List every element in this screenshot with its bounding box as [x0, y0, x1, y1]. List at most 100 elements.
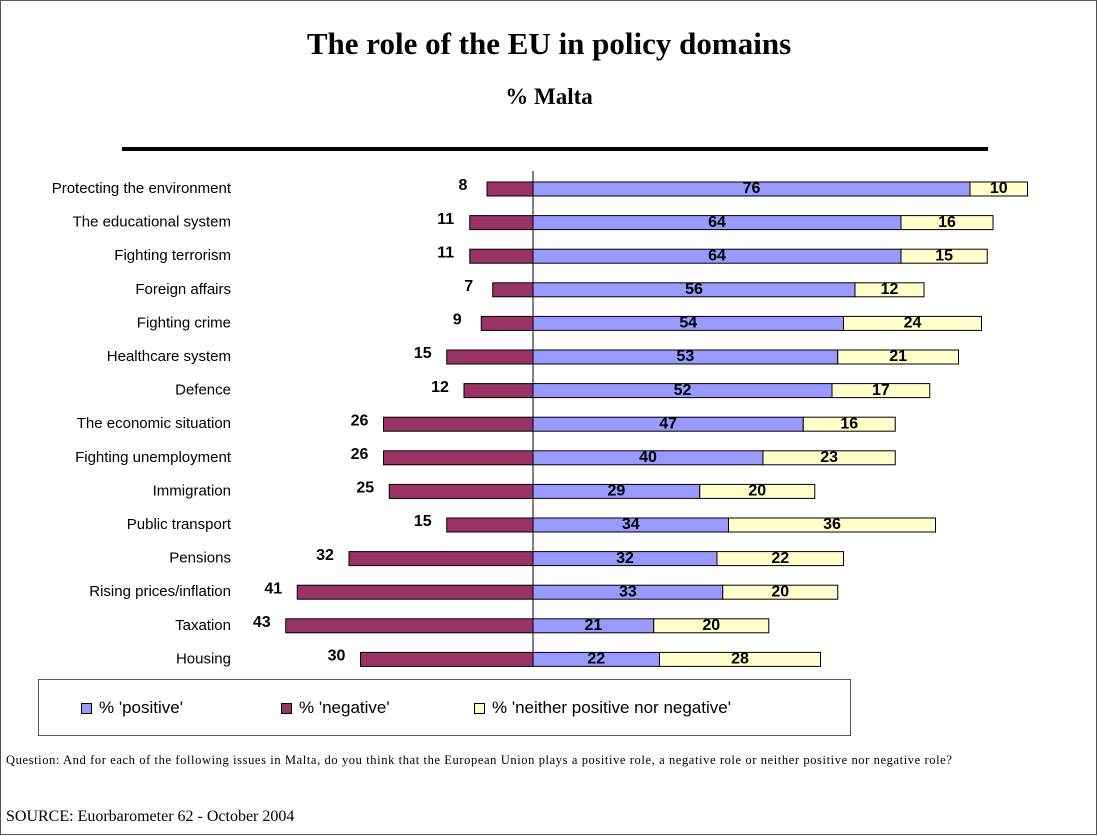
value-label-positive: 52	[674, 382, 692, 399]
bar-negative	[492, 282, 534, 298]
value-label-negative: 9	[453, 312, 462, 329]
bar-negative	[348, 551, 534, 567]
value-label-negative: 15	[414, 345, 432, 362]
bar-negative	[486, 181, 534, 197]
bar-negative	[446, 349, 534, 365]
category-label: Fighting terrorism	[114, 247, 231, 264]
value-label-positive: 54	[679, 315, 697, 332]
value-label-neither: 16	[938, 214, 956, 231]
title-underline	[122, 147, 988, 151]
value-label-negative: 12	[431, 379, 449, 396]
value-label-negative: 41	[264, 580, 282, 597]
legend-item-negative: % 'negative'	[281, 698, 390, 718]
bar-neither	[762, 450, 896, 466]
value-label-neither: 22	[771, 550, 789, 567]
legend-label-negative: % 'negative'	[299, 698, 390, 717]
value-label-negative: 25	[356, 480, 374, 497]
value-label-neither: 20	[771, 583, 789, 600]
value-label-positive: 76	[743, 180, 761, 197]
bar-negative	[296, 584, 534, 600]
value-label-neither: 23	[820, 449, 838, 466]
value-label-neither: 15	[935, 247, 953, 264]
bar-negative	[383, 450, 534, 466]
category-label: Immigration	[153, 482, 231, 499]
category-label: Fighting unemployment	[75, 449, 232, 466]
value-label-neither: 17	[872, 382, 890, 399]
bar-neither	[854, 282, 925, 298]
value-label-positive: 56	[685, 281, 703, 298]
value-label-neither: 20	[748, 483, 766, 500]
category-label: The educational system	[73, 214, 231, 231]
value-label-positive: 29	[607, 483, 625, 500]
bar-neither	[843, 315, 982, 331]
legend-label-positive: % 'positive'	[99, 698, 183, 717]
value-label-neither: 36	[823, 516, 841, 533]
bar-negative	[383, 416, 534, 432]
value-label-positive: 64	[708, 214, 726, 231]
value-label-negative: 32	[316, 547, 334, 564]
value-label-negative: 15	[414, 513, 432, 530]
bar-neither	[802, 416, 896, 432]
value-label-neither: 28	[731, 651, 749, 668]
value-label-neither: 10	[990, 180, 1008, 197]
value-label-positive: 32	[616, 550, 634, 567]
value-label-positive: 40	[639, 449, 657, 466]
bar-neither	[831, 383, 931, 399]
value-label-neither: 24	[904, 315, 922, 332]
value-label-neither: 20	[702, 617, 720, 634]
value-label-negative: 7	[464, 278, 473, 295]
chart-title: The role of the EU in policy domains	[306, 26, 792, 61]
category-label: The economic situation	[77, 415, 231, 432]
legend-item-positive: % 'positive'	[81, 698, 183, 718]
category-label: Housing	[176, 650, 231, 667]
bar-negative	[469, 215, 534, 231]
category-label: Public transport	[127, 516, 232, 533]
category-label: Foreign affairs	[135, 281, 231, 298]
value-label-positive: 34	[622, 516, 640, 533]
bar-neither	[728, 517, 936, 533]
bar-neither	[716, 551, 844, 567]
legend: % 'positive' % 'negative' % 'neither pos…	[38, 679, 851, 736]
value-label-negative: 11	[437, 244, 454, 261]
bar-neither	[837, 349, 959, 365]
bar-negative	[360, 651, 534, 667]
value-label-positive: 33	[619, 583, 637, 600]
survey-question: Question: And for each of the following …	[6, 753, 953, 767]
source-note: SOURCE: Euorbarometer 62 - October 2004	[6, 808, 295, 825]
bar-neither	[653, 618, 770, 634]
legend-item-neither: % 'neither positive nor negative'	[474, 698, 731, 718]
bar-negative	[446, 517, 534, 533]
bar-negative	[285, 618, 534, 634]
legend-swatch-positive	[81, 702, 92, 714]
category-label: Rising prices/inflation	[89, 583, 231, 600]
chart-subtitle: % Malta	[505, 84, 593, 109]
value-label-positive: 22	[587, 651, 605, 668]
value-label-positive: 53	[676, 348, 694, 365]
value-label-negative: 30	[328, 648, 346, 665]
value-label-neither: 12	[881, 281, 899, 298]
bar-negative	[480, 315, 534, 331]
bar-neither	[969, 181, 1028, 197]
bar-neither	[900, 215, 994, 231]
value-label-positive: 64	[708, 247, 726, 264]
value-label-positive: 21	[584, 617, 602, 634]
bar-neither	[722, 584, 839, 600]
value-label-neither: 21	[889, 348, 907, 365]
category-label: Protecting the environment	[52, 180, 232, 197]
value-label-neither: 16	[840, 415, 858, 432]
bar-neither	[699, 483, 816, 499]
value-label-negative: 11	[437, 211, 454, 228]
value-label-negative: 26	[351, 412, 369, 429]
bar-negative	[388, 483, 534, 499]
category-label: Fighting crime	[137, 314, 231, 331]
legend-label-neither: % 'neither positive nor negative'	[492, 698, 731, 717]
category-label: Healthcare system	[107, 348, 231, 365]
category-label: Defence	[175, 382, 231, 399]
category-label: Taxation	[175, 617, 231, 634]
legend-swatch-neither	[474, 702, 485, 714]
bar-negative	[469, 248, 534, 264]
bar-negative	[463, 383, 534, 399]
value-label-positive: 47	[659, 415, 677, 432]
bar-neither	[900, 248, 988, 264]
